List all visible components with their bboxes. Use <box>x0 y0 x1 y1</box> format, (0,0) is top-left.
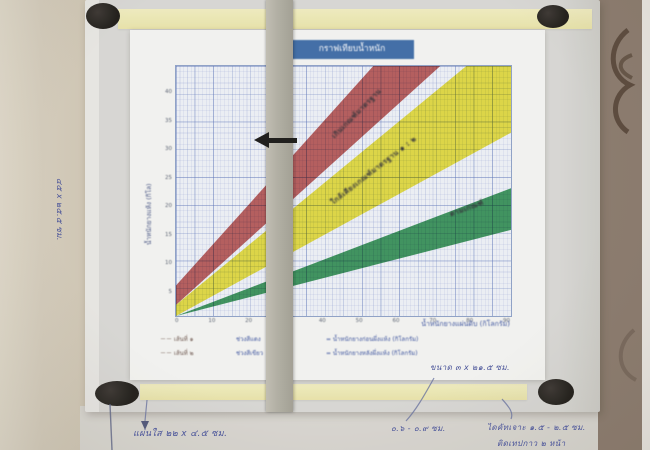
x-tick-label: 60 <box>392 318 400 324</box>
legend-row: －－ เส้นที่ ๒ ช่วงสีเขียว = น้ำหนักยางหลั… <box>160 348 515 358</box>
y-axis-label: น้ำหนักยางแห้ง (กิโล) <box>145 183 153 245</box>
wall-strip <box>642 0 650 450</box>
legend-description: = น้ำหนักยางหลังผึ่งแห้ง (กิโลกรัม) <box>326 350 418 357</box>
legend-zone-name: ช่วงสีเขียว <box>236 350 264 357</box>
x-tick-label: 0 <box>175 318 179 324</box>
note-clear-sheet: แผ่นใส ๒๒ x ๔.๕ ซม. <box>133 429 228 439</box>
y-tick-label: 40 <box>165 89 172 95</box>
magnet-dot-top-left <box>86 3 120 29</box>
x-tick-label: 80 <box>466 318 474 324</box>
slider-arrow-icon[interactable] <box>254 132 298 148</box>
bands-svg <box>176 66 511 316</box>
chart-plot-area: เกินเกณฑ์มาตรฐาน ใกล้เคียงเกณฑ์มาตรฐาน ๑… <box>175 65 512 317</box>
note-diecut: ไดคัทเจาะ ๑.๕ - ๒.๕ ซม. <box>487 423 586 432</box>
left-arrow-icon <box>254 132 269 148</box>
note-board-size: ๔๕ x ๒๕.๕ ซม. <box>55 178 64 241</box>
chart-paper: กราฟเทียบน้ำหนัก เกินเกณฑ์มาตรฐาน ใกล้เค… <box>130 30 545 380</box>
x-tick-label: 10 <box>208 318 216 324</box>
legend-line-sample: －－ เส้นที่ ๒ <box>160 350 194 357</box>
y-tick-label: 35 <box>165 117 172 124</box>
x-axis-label: น้ำหนักยางแผ่นดิบ (กิโลกรัม) <box>421 320 510 328</box>
slider-strip[interactable] <box>266 0 293 412</box>
y-tick-label: 30 <box>165 146 172 153</box>
magnet-dot-bottom-left <box>95 381 139 406</box>
chart-legend: －－ เส้นที่ ๑ ช่วงสีแดง = น้ำหนักยางก่อนผ… <box>160 334 515 362</box>
red-band <box>176 66 441 305</box>
y-axis-ticks: 40 35 30 25 20 15 10 5 <box>158 65 172 315</box>
x-tick-label: 40 <box>318 318 326 324</box>
chart-title-banner: กราฟเทียบน้ำหนัก <box>290 40 414 59</box>
y-tick-label: 15 <box>165 231 172 238</box>
note-strip-size: ขนาด ๓ x ๒๑.๕ ซม. <box>430 363 510 372</box>
note-gap-size: ๐.๖ - ๐.๙ ซม. <box>391 424 446 433</box>
y-tick-label: 10 <box>165 260 172 267</box>
magnet-dot-top-right <box>537 5 569 28</box>
y-tick-label: 5 <box>168 288 173 295</box>
arrow-stem <box>267 137 297 143</box>
note-diecut-line2: ติดเทปกาว ๒ หน้า <box>497 439 566 448</box>
desk-surface-bottom <box>80 406 600 450</box>
y-tick-label: 25 <box>165 174 172 181</box>
curtain-background <box>598 0 642 450</box>
tape-strip-top <box>118 9 592 29</box>
curtain-flower-pattern <box>610 28 638 382</box>
x-tick-label: 70 <box>429 318 437 324</box>
legend-line-sample: －－ เส้นที่ ๑ <box>160 336 194 343</box>
yellow-band <box>176 66 511 316</box>
magnet-dot-bottom-right <box>538 379 574 405</box>
legend-row: －－ เส้นที่ ๑ ช่วงสีแดง = น้ำหนักยางก่อนผ… <box>160 334 515 344</box>
legend-zone-name: ช่วงสีแดง <box>236 336 261 343</box>
y-tick-label: 20 <box>165 203 172 210</box>
x-tick-label: 90 <box>502 318 510 324</box>
legend-description: = น้ำหนักยางก่อนผึ่งแห้ง (กิโลกรัม) <box>326 336 419 343</box>
tape-strip-bottom <box>140 384 527 400</box>
x-tick-label: 20 <box>245 318 253 324</box>
x-tick-label: 50 <box>355 318 363 324</box>
